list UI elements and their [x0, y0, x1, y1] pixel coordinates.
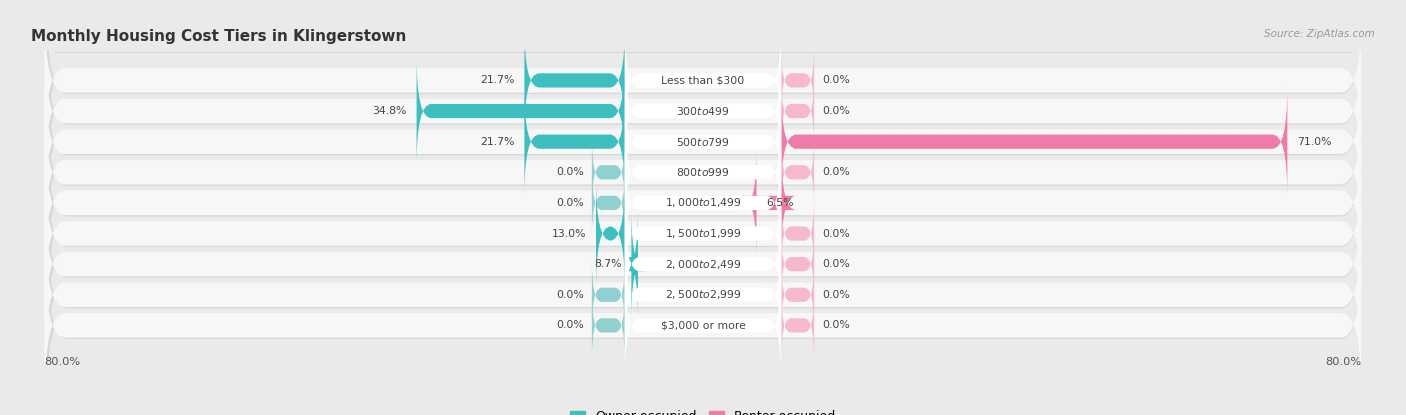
- Text: $500 to $799: $500 to $799: [676, 136, 730, 148]
- Text: 13.0%: 13.0%: [551, 229, 586, 239]
- Text: $3,000 or more: $3,000 or more: [661, 320, 745, 330]
- FancyBboxPatch shape: [45, 100, 1361, 245]
- FancyBboxPatch shape: [46, 254, 1361, 399]
- FancyBboxPatch shape: [624, 149, 782, 257]
- FancyBboxPatch shape: [624, 210, 782, 318]
- FancyBboxPatch shape: [45, 69, 1361, 215]
- FancyBboxPatch shape: [45, 253, 1361, 398]
- Text: 21.7%: 21.7%: [481, 137, 515, 146]
- FancyBboxPatch shape: [624, 271, 782, 380]
- FancyBboxPatch shape: [624, 26, 782, 134]
- Text: $1,500 to $1,999: $1,500 to $1,999: [665, 227, 741, 240]
- FancyBboxPatch shape: [596, 179, 624, 288]
- FancyBboxPatch shape: [592, 292, 624, 359]
- FancyBboxPatch shape: [45, 191, 1361, 337]
- FancyBboxPatch shape: [782, 292, 814, 359]
- Text: 0.0%: 0.0%: [823, 290, 851, 300]
- Text: 0.0%: 0.0%: [823, 259, 851, 269]
- Text: 8.7%: 8.7%: [593, 259, 621, 269]
- Text: 71.0%: 71.0%: [1298, 137, 1331, 146]
- FancyBboxPatch shape: [592, 261, 624, 329]
- FancyBboxPatch shape: [624, 118, 782, 227]
- FancyBboxPatch shape: [46, 70, 1361, 215]
- Text: 21.7%: 21.7%: [481, 76, 515, 85]
- FancyBboxPatch shape: [742, 149, 796, 257]
- FancyBboxPatch shape: [624, 179, 782, 288]
- FancyBboxPatch shape: [782, 230, 814, 298]
- Text: 0.0%: 0.0%: [823, 106, 851, 116]
- FancyBboxPatch shape: [46, 193, 1361, 338]
- FancyBboxPatch shape: [592, 139, 624, 206]
- FancyBboxPatch shape: [46, 132, 1361, 277]
- FancyBboxPatch shape: [623, 210, 647, 318]
- FancyBboxPatch shape: [45, 130, 1361, 276]
- FancyBboxPatch shape: [624, 57, 782, 165]
- FancyBboxPatch shape: [592, 169, 624, 237]
- FancyBboxPatch shape: [45, 222, 1361, 368]
- Text: 0.0%: 0.0%: [555, 198, 583, 208]
- Legend: Owner-occupied, Renter-occupied: Owner-occupied, Renter-occupied: [565, 405, 841, 415]
- Text: 34.8%: 34.8%: [373, 106, 406, 116]
- Text: $1,000 to $1,499: $1,000 to $1,499: [665, 196, 741, 210]
- FancyBboxPatch shape: [45, 7, 1361, 153]
- FancyBboxPatch shape: [782, 77, 814, 145]
- Text: $800 to $999: $800 to $999: [676, 166, 730, 178]
- FancyBboxPatch shape: [524, 26, 624, 134]
- Text: 6.5%: 6.5%: [766, 198, 794, 208]
- Text: 0.0%: 0.0%: [555, 290, 583, 300]
- Text: 80.0%: 80.0%: [45, 356, 80, 366]
- FancyBboxPatch shape: [782, 139, 814, 206]
- Text: 0.0%: 0.0%: [823, 320, 851, 330]
- FancyBboxPatch shape: [45, 161, 1361, 306]
- FancyBboxPatch shape: [782, 47, 814, 114]
- Text: 80.0%: 80.0%: [1326, 356, 1361, 366]
- Text: 0.0%: 0.0%: [823, 76, 851, 85]
- FancyBboxPatch shape: [624, 241, 782, 349]
- FancyBboxPatch shape: [46, 101, 1361, 246]
- Text: 0.0%: 0.0%: [823, 167, 851, 177]
- FancyBboxPatch shape: [416, 57, 624, 165]
- Text: 0.0%: 0.0%: [823, 229, 851, 239]
- Text: 0.0%: 0.0%: [555, 167, 583, 177]
- FancyBboxPatch shape: [524, 88, 624, 196]
- Text: Source: ZipAtlas.com: Source: ZipAtlas.com: [1264, 29, 1375, 39]
- FancyBboxPatch shape: [782, 88, 1288, 196]
- Text: Less than $300: Less than $300: [661, 76, 745, 85]
- FancyBboxPatch shape: [45, 38, 1361, 184]
- FancyBboxPatch shape: [46, 223, 1361, 369]
- FancyBboxPatch shape: [46, 39, 1361, 185]
- FancyBboxPatch shape: [782, 261, 814, 329]
- Text: Monthly Housing Cost Tiers in Klingerstown: Monthly Housing Cost Tiers in Klingersto…: [31, 29, 406, 44]
- Text: $2,000 to $2,499: $2,000 to $2,499: [665, 258, 741, 271]
- FancyBboxPatch shape: [46, 9, 1361, 154]
- Text: $2,500 to $2,999: $2,500 to $2,999: [665, 288, 741, 301]
- FancyBboxPatch shape: [782, 200, 814, 267]
- FancyBboxPatch shape: [624, 88, 782, 196]
- FancyBboxPatch shape: [46, 162, 1361, 308]
- Text: $300 to $499: $300 to $499: [676, 105, 730, 117]
- Text: 0.0%: 0.0%: [555, 320, 583, 330]
